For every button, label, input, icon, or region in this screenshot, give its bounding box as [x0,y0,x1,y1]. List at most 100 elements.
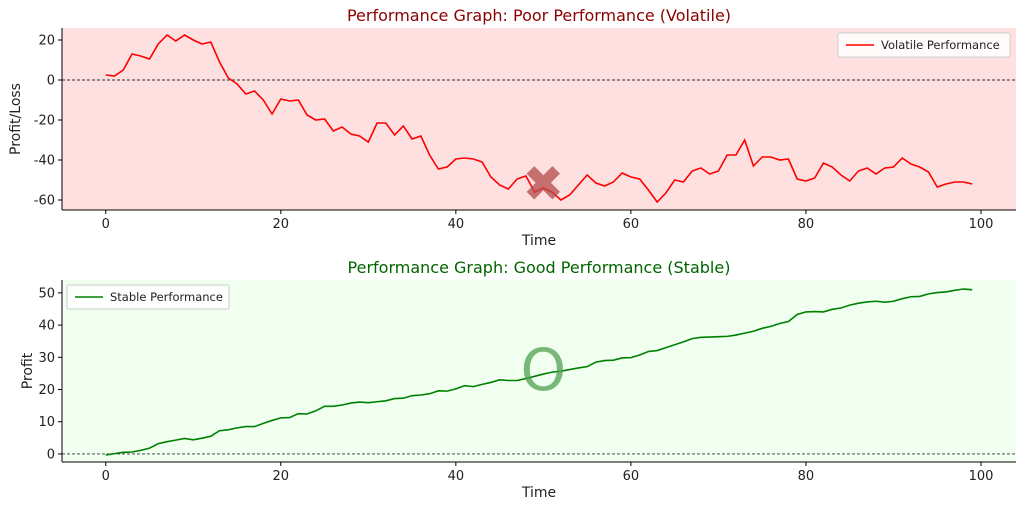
data-point [971,183,973,185]
data-point [271,420,273,422]
data-point [823,311,825,313]
legend-label: Volatile Performance [881,38,1000,52]
data-point [945,291,947,293]
data-point [175,40,177,42]
x-tick-label: 0 [102,469,110,484]
data-point [289,417,291,419]
data-point [149,58,151,60]
data-point [595,361,597,363]
data-point [438,168,440,170]
data-point [184,438,186,440]
data-point [184,34,186,36]
data-point [893,300,895,302]
data-point [324,405,326,407]
data-point [166,34,168,36]
data-point [403,397,405,399]
data-point [420,394,422,396]
data-point [604,360,606,362]
y-tick-label: 30 [38,351,55,366]
data-point [586,366,588,368]
data-point [656,201,658,203]
data-point [849,180,851,182]
data-point [140,450,142,452]
data-point [866,301,868,303]
data-point [429,154,431,156]
x-tick-label: 80 [798,217,815,232]
x-tick-label: 60 [623,217,640,232]
data-point [140,55,142,57]
y-axis: 0 10 20 30 40 50 [38,286,62,462]
data-point [796,314,798,316]
data-point [192,439,194,441]
data-point [324,118,326,120]
data-point [954,181,956,183]
data-point [263,99,265,101]
data-point [709,336,711,338]
data-point [718,336,720,338]
data-point [368,402,370,404]
x-tick-label: 40 [448,217,465,232]
data-point [849,304,851,306]
data-point [656,350,658,352]
data-point [604,185,606,187]
data-point [963,288,965,290]
data-point [114,453,116,455]
data-point [359,135,361,137]
legend-label: Stable Performance [110,290,223,304]
data-point [761,328,763,330]
y-tick-label: 0 [47,447,55,462]
x-tick-label: 60 [623,469,640,484]
data-point [114,75,116,77]
data-point [122,452,124,454]
data-point [210,435,212,437]
data-point [963,181,965,183]
data-point [893,166,895,168]
plot-background [62,28,1016,210]
data-point [359,401,361,403]
data-point [665,192,667,194]
data-point [753,165,755,167]
y-tick-label: 20 [38,34,55,49]
data-point [508,380,510,382]
y-tick-label: -40 [34,154,55,169]
data-point [788,321,790,323]
data-point [613,181,615,183]
data-point [499,379,501,381]
data-point [613,359,615,361]
chart-title: Performance Graph: Good Performance (Sta… [348,258,731,277]
data-point [648,189,650,191]
data-point [901,157,903,159]
series-line-volatile [105,33,973,204]
data-point [936,186,938,188]
legend: Volatile Performance [837,32,1011,58]
y-tick-label: 20 [38,383,55,398]
data-point [446,166,448,168]
x-axis-label: Time [521,233,556,249]
data-point [796,178,798,180]
data-point [105,74,107,76]
data-point [280,417,282,419]
data-point [866,167,868,169]
data-point [341,404,343,406]
data-point [814,177,816,179]
data-point [639,354,641,356]
data-point [254,90,256,92]
data-point [700,337,702,339]
data-point [245,426,247,428]
data-point [350,133,352,135]
circle-mark-icon: O [521,336,567,404]
data-point [779,159,781,161]
y-tick-label: 0 [47,74,55,89]
x-tick-label: 20 [273,469,290,484]
data-point [840,307,842,309]
data-point [455,158,457,160]
x-tick-label: 100 [969,469,994,484]
legend-box [66,284,230,310]
data-point [621,172,623,174]
data-point [726,336,728,338]
data-point [192,39,194,41]
data-point [464,385,466,387]
data-point [429,393,431,395]
x-tick-label: 80 [798,469,815,484]
